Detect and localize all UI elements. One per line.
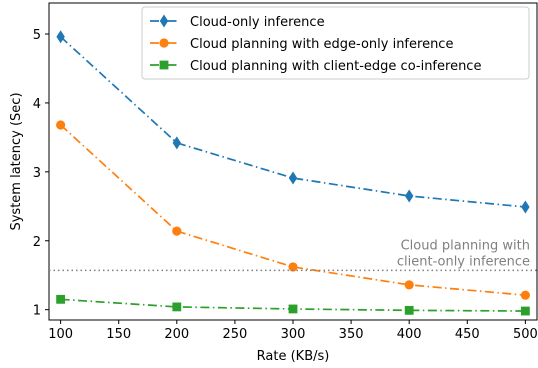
y-tick-label: 2 xyxy=(33,235,41,250)
y-tick-label: 4 xyxy=(33,97,41,112)
legend-marker xyxy=(159,38,169,48)
reference-label-line2: client-only inference xyxy=(397,254,530,269)
legend-label: Cloud planning with edge-only inference xyxy=(190,37,453,52)
data-point xyxy=(172,136,182,150)
x-tick-label: 200 xyxy=(164,327,189,342)
plot-marks xyxy=(56,30,530,316)
series-2 xyxy=(56,120,530,300)
reference-label-line1: Cloud planning with xyxy=(401,238,530,253)
x-tick-label: 300 xyxy=(281,327,306,342)
reference-group: Cloud planning with client-only inferenc… xyxy=(49,238,537,272)
x-tick-label: 450 xyxy=(455,327,480,342)
data-point xyxy=(288,304,298,314)
x-tick-label: 500 xyxy=(513,327,538,342)
data-point xyxy=(404,305,414,315)
legend-box xyxy=(141,6,530,80)
legend-label: Cloud planning with client-edge co-infer… xyxy=(190,59,481,74)
legend-item: Cloud-only inference xyxy=(150,14,325,30)
y-tick-label: 1 xyxy=(33,304,41,319)
data-point xyxy=(520,290,530,300)
data-point xyxy=(404,189,414,203)
x-tick-label: 150 xyxy=(106,327,131,342)
data-point xyxy=(520,306,530,316)
y-tick-label: 5 xyxy=(33,28,41,43)
legend-item: Cloud planning with client-edge co-infer… xyxy=(150,59,481,74)
data-point xyxy=(288,262,298,272)
data-point xyxy=(172,226,182,236)
data-point xyxy=(521,200,530,214)
x-tick-label: 400 xyxy=(397,327,422,342)
data-point xyxy=(56,294,66,304)
y-tick-label: 3 xyxy=(33,166,41,181)
data-point xyxy=(404,280,414,290)
legend-item: Cloud planning with edge-only inference xyxy=(150,37,453,52)
data-point xyxy=(56,120,66,130)
y-axis-title: System latency (Sec) xyxy=(9,92,24,230)
legend-marker xyxy=(159,14,169,28)
x-tick-label: 250 xyxy=(222,327,247,342)
legend-marker xyxy=(159,60,169,70)
data-point xyxy=(288,171,298,185)
x-axis: 100 150 200 250 300 350 400 450 500 xyxy=(48,320,538,342)
x-axis-title: Rate (KB/s) xyxy=(257,349,330,364)
y-axis: 1 2 3 4 5 xyxy=(33,28,49,319)
data-point xyxy=(56,30,65,44)
x-tick-label: 100 xyxy=(48,327,73,342)
legend: Cloud-only inference Cloud planning with … xyxy=(141,6,530,80)
data-point xyxy=(172,302,182,312)
series-1 xyxy=(56,30,530,214)
legend-label: Cloud-only inference xyxy=(190,15,325,30)
x-tick-label: 350 xyxy=(339,327,364,342)
series-3 xyxy=(56,294,530,316)
